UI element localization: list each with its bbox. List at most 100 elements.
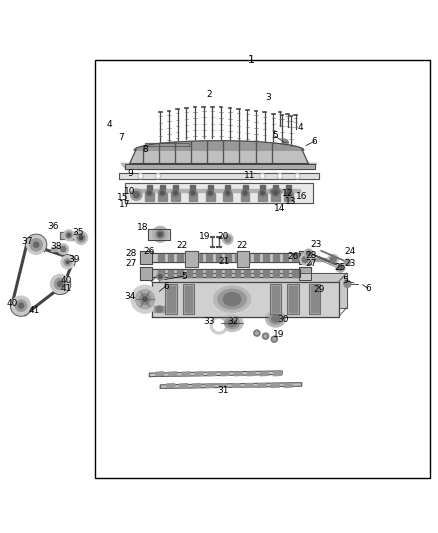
Circle shape <box>146 189 153 197</box>
Circle shape <box>261 175 264 177</box>
Text: 23: 23 <box>344 259 355 268</box>
Circle shape <box>159 189 166 197</box>
Polygon shape <box>196 254 202 261</box>
Text: 9: 9 <box>128 169 134 178</box>
Circle shape <box>155 174 161 179</box>
Polygon shape <box>158 270 164 277</box>
Circle shape <box>260 174 265 179</box>
Circle shape <box>285 189 292 197</box>
Polygon shape <box>152 269 300 277</box>
Circle shape <box>159 275 162 278</box>
Circle shape <box>138 174 143 179</box>
Circle shape <box>213 320 225 331</box>
Ellipse shape <box>269 313 282 324</box>
Circle shape <box>224 189 231 197</box>
Polygon shape <box>215 270 221 277</box>
Polygon shape <box>208 185 213 189</box>
Text: 25: 25 <box>334 263 346 272</box>
Polygon shape <box>247 372 255 376</box>
Text: 38: 38 <box>50 243 62 252</box>
Text: 3: 3 <box>265 93 271 102</box>
Circle shape <box>156 306 162 312</box>
Circle shape <box>57 281 63 287</box>
Circle shape <box>344 259 350 265</box>
Polygon shape <box>147 185 152 189</box>
Polygon shape <box>152 282 339 317</box>
Polygon shape <box>299 266 311 279</box>
Circle shape <box>207 189 214 197</box>
Circle shape <box>189 189 196 197</box>
Circle shape <box>191 191 194 195</box>
Polygon shape <box>245 384 253 387</box>
Circle shape <box>131 285 159 313</box>
Polygon shape <box>134 141 304 150</box>
Circle shape <box>161 191 164 195</box>
Polygon shape <box>171 193 180 201</box>
Polygon shape <box>258 384 266 387</box>
Polygon shape <box>169 372 177 376</box>
Circle shape <box>259 189 266 197</box>
Polygon shape <box>225 270 231 277</box>
Circle shape <box>15 300 27 311</box>
Polygon shape <box>166 284 177 314</box>
Polygon shape <box>232 384 240 387</box>
Circle shape <box>131 189 142 200</box>
Polygon shape <box>260 185 265 189</box>
Polygon shape <box>292 270 298 277</box>
Polygon shape <box>160 185 165 189</box>
Circle shape <box>11 296 31 315</box>
Polygon shape <box>140 251 152 264</box>
Polygon shape <box>195 372 203 376</box>
Circle shape <box>60 246 66 252</box>
Circle shape <box>307 251 311 256</box>
Polygon shape <box>69 236 82 239</box>
Circle shape <box>64 230 74 240</box>
Text: 21: 21 <box>219 257 230 266</box>
Polygon shape <box>237 251 249 268</box>
Polygon shape <box>177 270 183 277</box>
Polygon shape <box>292 254 298 261</box>
Text: 10: 10 <box>124 187 135 196</box>
Text: 14: 14 <box>274 204 286 213</box>
Polygon shape <box>121 163 317 168</box>
Circle shape <box>344 280 351 287</box>
Polygon shape <box>183 284 194 314</box>
Polygon shape <box>206 254 212 261</box>
Polygon shape <box>283 270 288 277</box>
Ellipse shape <box>272 316 279 322</box>
Polygon shape <box>182 372 190 376</box>
Text: 29: 29 <box>314 285 325 294</box>
Polygon shape <box>185 251 198 268</box>
Ellipse shape <box>221 315 243 332</box>
Polygon shape <box>304 258 334 261</box>
Polygon shape <box>215 254 221 261</box>
Text: 27: 27 <box>306 259 317 268</box>
Polygon shape <box>263 270 269 277</box>
Circle shape <box>338 265 343 270</box>
Polygon shape <box>260 372 268 376</box>
Polygon shape <box>206 193 215 201</box>
Polygon shape <box>287 284 299 314</box>
Circle shape <box>302 256 308 263</box>
Text: 27: 27 <box>125 259 137 268</box>
Circle shape <box>148 191 151 195</box>
Circle shape <box>157 273 164 280</box>
Polygon shape <box>177 254 183 261</box>
Circle shape <box>304 249 313 258</box>
Circle shape <box>135 289 155 309</box>
Text: 24: 24 <box>344 247 355 256</box>
Text: 19: 19 <box>199 231 211 240</box>
Circle shape <box>158 232 162 237</box>
Circle shape <box>210 317 228 334</box>
Polygon shape <box>119 173 319 180</box>
Polygon shape <box>158 254 164 261</box>
Polygon shape <box>145 143 188 146</box>
Text: 1: 1 <box>248 55 255 65</box>
Circle shape <box>261 191 264 195</box>
Polygon shape <box>206 270 212 277</box>
Circle shape <box>156 230 165 239</box>
Polygon shape <box>272 286 279 312</box>
Text: 13: 13 <box>285 197 297 206</box>
Polygon shape <box>187 254 192 261</box>
Circle shape <box>66 261 69 263</box>
